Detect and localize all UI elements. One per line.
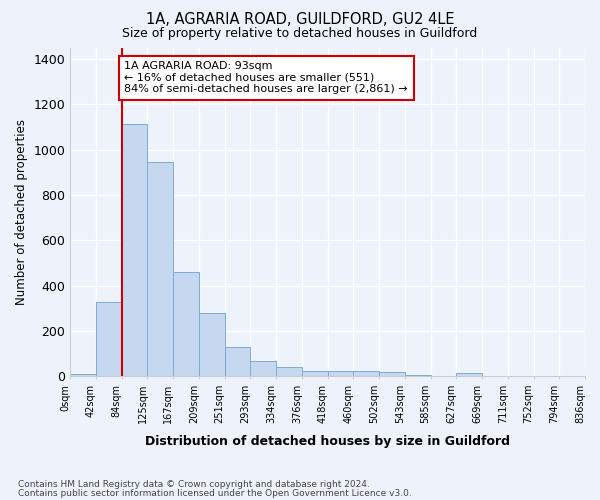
Bar [457, 373, 482, 376]
Bar [199, 314, 225, 376]
Bar [148, 162, 173, 376]
Bar [250, 361, 276, 376]
Text: Contains public sector information licensed under the Open Government Licence v3: Contains public sector information licen… [18, 488, 412, 498]
Bar [173, 272, 199, 376]
Text: Contains HM Land Registry data © Crown copyright and database right 2024.: Contains HM Land Registry data © Crown c… [18, 480, 370, 489]
Bar [405, 375, 431, 376]
Bar [276, 367, 302, 376]
Bar [70, 374, 96, 376]
X-axis label: Distribution of detached houses by size in Guildford: Distribution of detached houses by size … [145, 434, 510, 448]
Text: 1A, AGRARIA ROAD, GUILDFORD, GU2 4LE: 1A, AGRARIA ROAD, GUILDFORD, GU2 4LE [146, 12, 454, 28]
Bar [353, 372, 379, 376]
Bar [225, 347, 250, 376]
Bar [328, 370, 353, 376]
Bar [122, 124, 148, 376]
Bar [302, 372, 328, 376]
Y-axis label: Number of detached properties: Number of detached properties [15, 119, 28, 305]
Text: 1A AGRARIA ROAD: 93sqm
← 16% of detached houses are smaller (551)
84% of semi-de: 1A AGRARIA ROAD: 93sqm ← 16% of detached… [124, 61, 408, 94]
Bar [96, 302, 122, 376]
Text: Size of property relative to detached houses in Guildford: Size of property relative to detached ho… [122, 28, 478, 40]
Bar [379, 372, 405, 376]
